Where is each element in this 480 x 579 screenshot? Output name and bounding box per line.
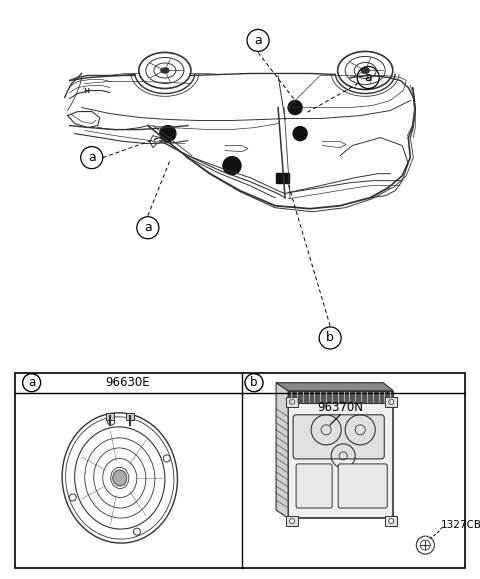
Circle shape: [288, 101, 302, 115]
Bar: [126, 413, 134, 420]
Ellipse shape: [361, 68, 369, 74]
Polygon shape: [276, 383, 393, 391]
Bar: [286, 516, 298, 526]
Text: a: a: [254, 34, 262, 47]
Ellipse shape: [161, 68, 169, 73]
Text: 96630E: 96630E: [106, 376, 150, 389]
FancyBboxPatch shape: [293, 415, 384, 459]
Text: a: a: [144, 221, 152, 234]
Text: b: b: [250, 376, 258, 389]
Polygon shape: [276, 383, 288, 518]
Circle shape: [163, 455, 170, 462]
Bar: [286, 397, 298, 407]
Circle shape: [160, 126, 176, 142]
Circle shape: [108, 418, 115, 425]
FancyBboxPatch shape: [338, 464, 387, 508]
Circle shape: [133, 528, 141, 535]
Bar: [106, 413, 114, 420]
Bar: [276, 173, 289, 182]
Ellipse shape: [113, 470, 127, 486]
Text: 1327CB: 1327CB: [440, 520, 480, 530]
Text: a: a: [364, 71, 372, 84]
Text: a: a: [28, 376, 35, 389]
FancyBboxPatch shape: [296, 464, 332, 508]
Circle shape: [389, 519, 394, 523]
Circle shape: [293, 127, 307, 141]
Text: Ή: Ή: [82, 87, 89, 93]
Text: b: b: [326, 331, 334, 345]
Circle shape: [389, 400, 394, 404]
Circle shape: [289, 519, 295, 523]
Bar: [385, 516, 397, 526]
Bar: [385, 397, 397, 407]
Circle shape: [69, 494, 76, 501]
Text: 96370N: 96370N: [317, 401, 363, 414]
Bar: [288, 403, 393, 518]
Text: a: a: [88, 151, 96, 164]
Circle shape: [223, 157, 241, 175]
Bar: [288, 391, 393, 403]
Circle shape: [289, 400, 295, 404]
